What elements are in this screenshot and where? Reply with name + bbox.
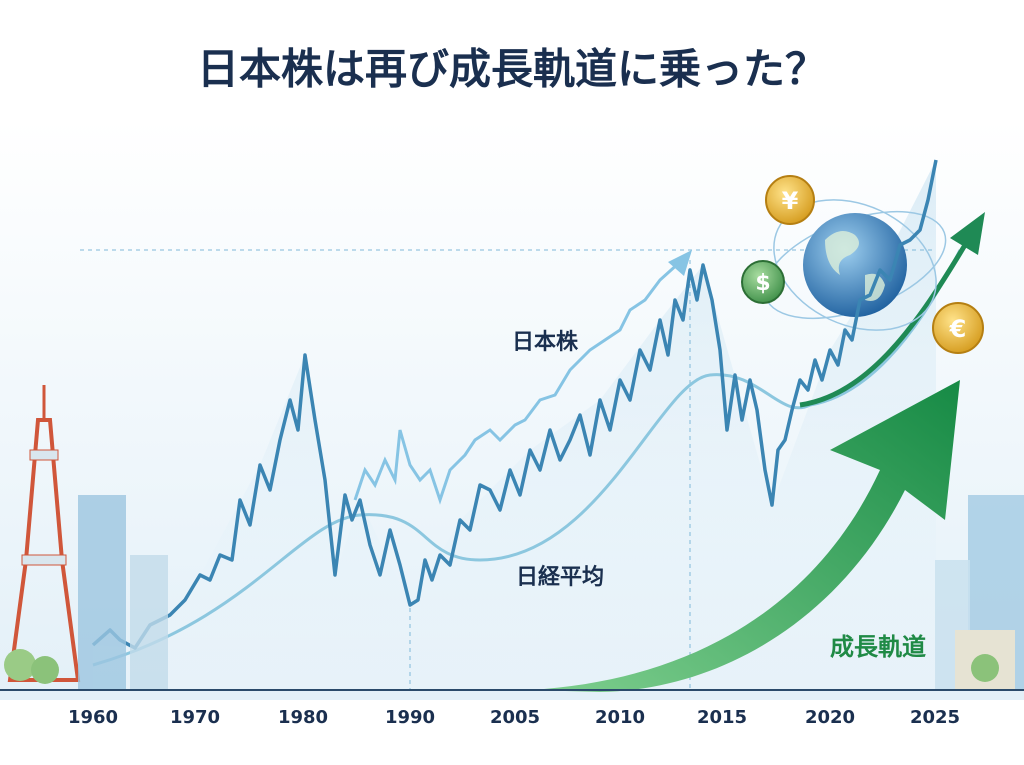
coin-body (932, 302, 984, 354)
building (78, 495, 126, 690)
coin-symbol: ¥ (782, 187, 799, 215)
trend-curve (92, 249, 962, 667)
orbit (773, 199, 937, 331)
arrow-head (950, 212, 985, 255)
growth-arrow (530, 380, 960, 692)
series-label: 日経平均 (516, 564, 604, 590)
tower-part (21, 554, 67, 566)
nikkei-line (91, 159, 938, 650)
continent (825, 231, 885, 301)
x-axis-label: 2010 (595, 707, 645, 728)
growth-label: 成長軌道 (830, 633, 926, 661)
tree (31, 656, 59, 684)
coin-symbol: € (949, 315, 967, 343)
title: 日本株は再び成長軌道に乗った？ (197, 45, 827, 94)
globe (803, 213, 907, 317)
trend-curve (799, 243, 968, 408)
tree (4, 649, 36, 681)
arrow-head (668, 250, 692, 276)
coin-symbol: $ (755, 271, 770, 296)
x-axis-label: 1970 (170, 707, 220, 728)
x-axis-label: 1960 (68, 707, 118, 728)
x-axis-label: 2020 (805, 707, 855, 728)
coin: ¥ (765, 175, 815, 225)
coin-body (765, 175, 815, 225)
coin: $ (741, 260, 785, 304)
area (93, 160, 936, 690)
x-axis-label: 1980 (278, 707, 328, 728)
x-axis-labels: 1960 1970 1980 1990 2005 2010 2015 2020 2025 (68, 707, 960, 728)
stock-line (353, 260, 682, 505)
x-axis-label: 2025 (910, 707, 960, 728)
series-label: 日本株 (512, 330, 579, 355)
tree (971, 654, 999, 682)
x-axis-label: 2015 (697, 707, 747, 728)
building (130, 555, 168, 690)
coin-body (741, 260, 785, 304)
coin: € (932, 302, 984, 354)
x-axis-label: 1990 (385, 707, 435, 728)
x-axis-label: 2005 (490, 707, 540, 728)
tower-part (29, 449, 59, 461)
